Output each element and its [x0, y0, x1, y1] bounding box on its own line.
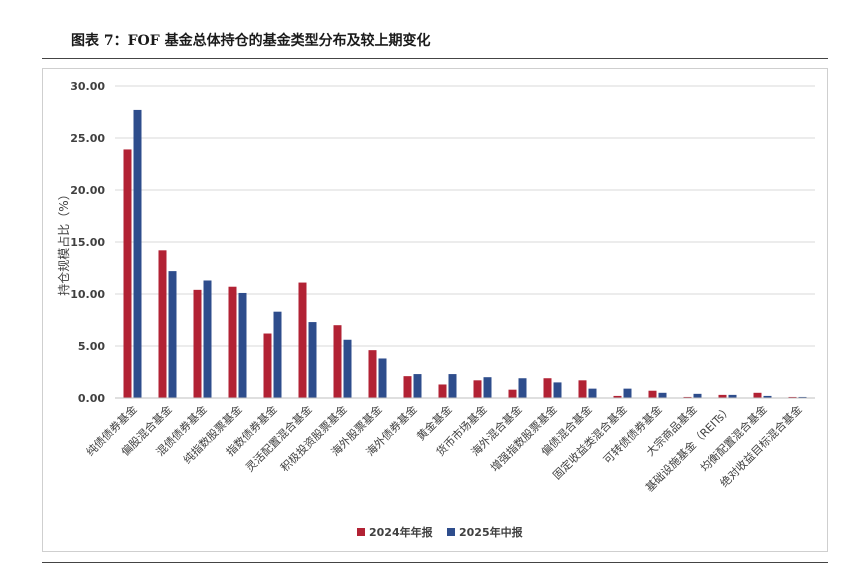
bar-series-2 [413, 374, 422, 398]
bar-series-1 [683, 396, 692, 398]
bar-series-2 [798, 396, 807, 398]
bar-series-1 [403, 376, 412, 398]
bottom-rule [42, 562, 828, 563]
y-tick-label: 30.00 [70, 80, 105, 93]
legend-swatch [357, 528, 365, 536]
legend: 2024年年报 2025年中报 [357, 525, 524, 539]
bar-series-2 [483, 377, 492, 398]
bar-series-1 [753, 392, 762, 398]
gridlines [115, 85, 815, 399]
bars [123, 109, 807, 399]
bar-series-1 [298, 282, 307, 398]
bar-series-2 [448, 374, 457, 398]
bar-series-2 [623, 388, 632, 398]
bar-series-2 [343, 339, 352, 398]
bar-series-2 [168, 271, 177, 398]
bar-series-1 [263, 333, 272, 398]
bar-series-1 [613, 395, 622, 398]
legend-swatch [447, 528, 455, 536]
y-tick-label: 0.00 [78, 392, 105, 405]
bar-series-1 [578, 380, 587, 398]
bar-series-1 [473, 380, 482, 398]
bar-series-2 [378, 358, 387, 398]
bar-series-2 [273, 311, 282, 398]
bar-series-2 [728, 394, 737, 398]
bar-series-1 [368, 350, 377, 398]
bar-series-1 [718, 394, 727, 398]
y-tick-label: 20.00 [70, 184, 105, 197]
bar-series-2 [133, 109, 142, 399]
bar-series-1 [788, 396, 797, 398]
bar-series-1 [158, 250, 167, 398]
legend-label: 2024年年报 [369, 525, 434, 539]
x-category-label: 可转债债券基金 [600, 402, 664, 466]
bar-series-1 [123, 149, 132, 398]
legend-label: 2025年中报 [459, 525, 524, 539]
bar-series-1 [333, 325, 342, 398]
y-tick-label: 15.00 [70, 236, 105, 249]
bar-series-2 [763, 395, 772, 398]
y-axis-label: 持仓规模占比（%） [56, 188, 71, 295]
bar-series-2 [238, 292, 247, 398]
y-tick-label: 25.00 [70, 132, 105, 145]
bar-series-2 [658, 392, 667, 398]
bar-series-1 [508, 389, 517, 398]
bar-series-1 [543, 378, 552, 398]
bar-series-1 [228, 286, 237, 398]
bar-series-2 [553, 382, 562, 398]
bar-series-2 [518, 378, 527, 398]
bar-series-1 [648, 390, 657, 398]
y-axis-ticks: 0.00 5.00 10.00 15.00 20.00 25.00 30.00 [70, 80, 105, 405]
bar-series-2 [693, 393, 702, 398]
x-category-label: 纯指数股票基金 [180, 402, 244, 466]
category-labels: 纯债债券基金偏股混合基金混债债券基金纯指数股票基金指数债券基金灵活配置混合基金积… [83, 402, 805, 494]
bar-series-1 [193, 289, 202, 398]
y-tick-label: 5.00 [78, 340, 105, 353]
bar-series-2 [308, 322, 317, 398]
top-rule [42, 58, 828, 59]
y-tick-label: 10.00 [70, 288, 105, 301]
chart-frame [42, 68, 828, 552]
bar-series-2 [588, 388, 597, 398]
bar-series-2 [203, 280, 212, 398]
figure-caption: 图表 7：FOF 基金总体持仓的基金类型分布及较上期变化 [71, 33, 431, 49]
bar-series-1 [438, 384, 447, 398]
